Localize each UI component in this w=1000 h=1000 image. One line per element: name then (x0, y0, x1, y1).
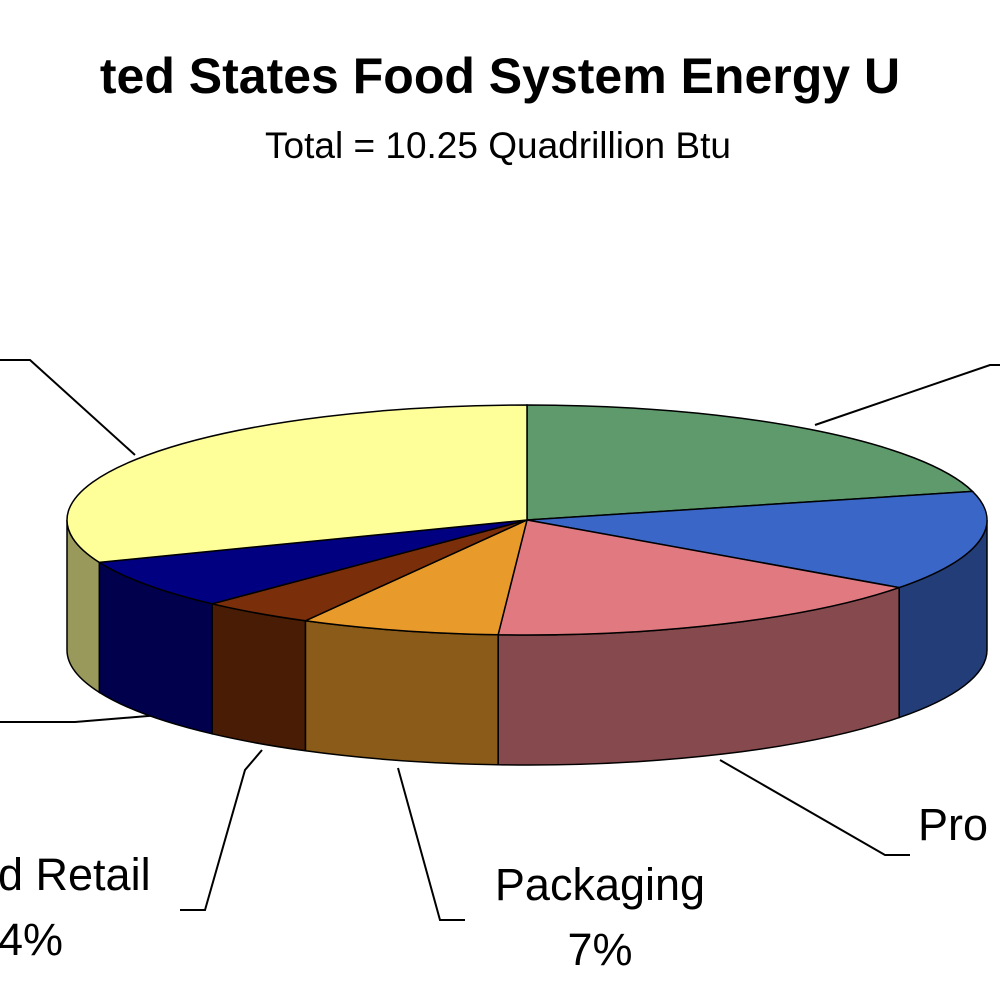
leader-line (814, 364, 1000, 426)
slice-label: Packaging (495, 859, 705, 910)
leader-line (0, 714, 161, 723)
slice-label: Pro (918, 799, 988, 850)
leader-line (719, 759, 910, 856)
chart-subtitle: Total = 10.25 Quadrillion Btu (265, 125, 731, 166)
slice (302, 518, 529, 636)
leader-lines (0, 359, 1000, 921)
chart-title: ted States Food System Energy U (100, 48, 900, 104)
slice (526, 490, 988, 589)
pie (66, 404, 988, 766)
leader-line (397, 767, 465, 921)
value-label: 4% (0, 914, 63, 965)
slice (497, 519, 903, 636)
slice (97, 519, 528, 605)
slice-side (304, 619, 499, 766)
slice-side (211, 602, 307, 752)
value-label: 7% (567, 924, 632, 975)
slice (526, 404, 975, 521)
slice-label: d Retail (0, 849, 151, 900)
leader-line (180, 749, 263, 911)
slice (66, 404, 528, 564)
leader-line (0, 359, 136, 456)
